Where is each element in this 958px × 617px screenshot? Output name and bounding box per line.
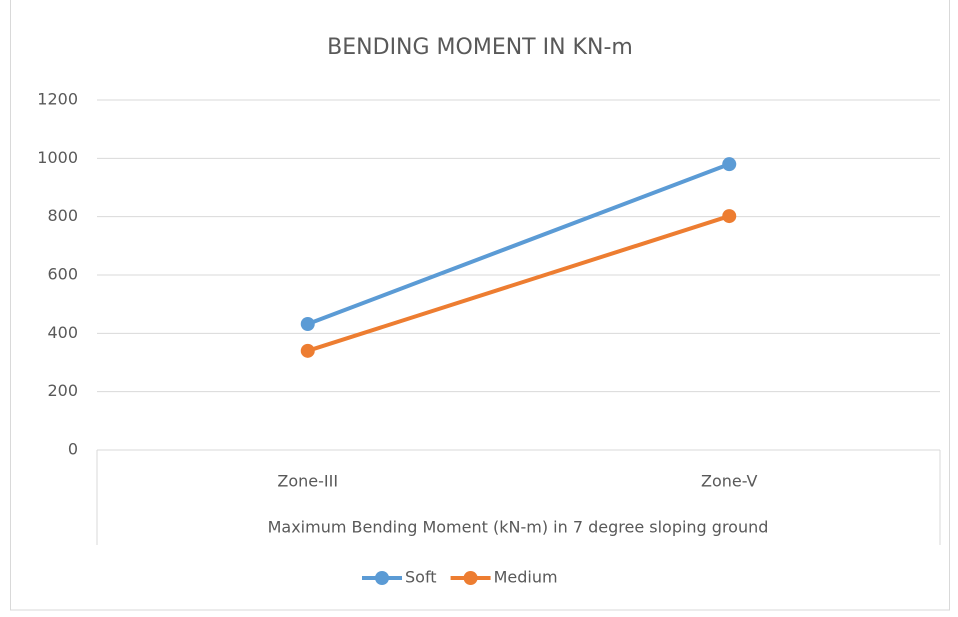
data-point xyxy=(300,317,315,331)
series-line xyxy=(305,162,732,326)
series-line xyxy=(305,214,732,353)
y-tick-label: 800 xyxy=(47,206,78,225)
legend-marker xyxy=(463,571,478,585)
y-tick-label: 1200 xyxy=(37,90,78,109)
data-point xyxy=(722,157,737,172)
legend-label: Soft xyxy=(405,568,437,587)
y-tick-label: 400 xyxy=(47,323,78,342)
x-tick-label: Zone-V xyxy=(701,472,758,491)
x-tick-label: Zone-III xyxy=(277,472,338,491)
legend-label: Medium xyxy=(494,568,558,587)
x-axis-label: Maximum Bending Moment (kN-m) in 7 degre… xyxy=(268,518,769,537)
data-point xyxy=(722,209,737,224)
y-tick-label: 1000 xyxy=(37,148,78,167)
chart-title: BENDING MOMENT IN KN-m xyxy=(327,35,633,60)
y-tick-label: 200 xyxy=(47,381,78,400)
y-tick-label: 0 xyxy=(68,440,78,459)
data-point xyxy=(300,343,315,358)
chart-border xyxy=(10,0,950,611)
y-tick-label: 600 xyxy=(47,265,78,284)
legend-marker xyxy=(375,571,389,585)
